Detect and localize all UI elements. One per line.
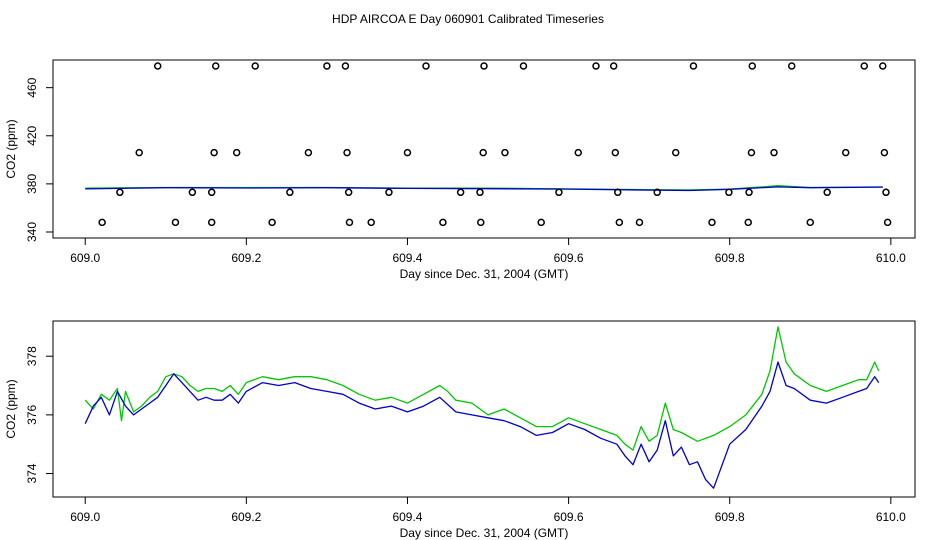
y-tick-label: 460 <box>25 77 39 97</box>
scatter-point <box>653 188 661 197</box>
y-tick-label: 378 <box>25 346 39 366</box>
scatter-point <box>748 62 757 70</box>
scatter-point <box>476 188 484 197</box>
x-tick-label: 609.8 <box>715 251 745 265</box>
green-series-line <box>84 326 880 451</box>
bottom-panel-line: 609.0 609.2 609.4 609.6 609.8 610.0 374 376 378 D… <box>4 320 916 540</box>
scatter-point <box>480 62 488 70</box>
x-tick-label: 609.0 <box>70 510 100 524</box>
x-tick-label: 609.2 <box>231 251 261 265</box>
scatter-point <box>501 148 509 157</box>
scatter-point <box>439 218 447 227</box>
scatter-point <box>207 218 216 227</box>
top-panel-scatter: 609.0 609.2 609.4 609.6 609.8 610.0 340 380 420 4… <box>4 59 916 281</box>
scatter-point <box>135 148 143 157</box>
scatter-point <box>671 148 680 157</box>
scatter-point <box>770 148 778 157</box>
scatter-point <box>251 62 259 70</box>
scatter-point <box>592 62 600 70</box>
y-tick-label: 340 <box>25 222 39 242</box>
x-tick-label: 610.0 <box>876 510 906 524</box>
scatter-point <box>323 62 331 70</box>
scatter-point <box>609 62 618 70</box>
scatter-point <box>116 188 124 197</box>
y-axis-label: CO2 (ppm) <box>4 379 18 438</box>
scatter-point <box>367 218 375 227</box>
scatter-point <box>574 148 583 157</box>
plot-frame <box>52 59 916 239</box>
scatter-point <box>880 148 889 157</box>
scatter-point <box>744 218 752 227</box>
blue-series-line <box>85 186 883 192</box>
scatter-point <box>479 148 487 157</box>
scatter-point <box>635 218 644 227</box>
x-tick-label: 609.0 <box>70 251 100 265</box>
scatter-point <box>787 62 796 70</box>
scatter-point <box>456 188 465 197</box>
scatter-point <box>211 62 220 70</box>
scatter-point <box>745 188 753 197</box>
scatter-point <box>403 148 412 157</box>
scatter-point <box>725 188 733 197</box>
scatter-point <box>689 62 698 70</box>
x-tick-label: 610.0 <box>876 251 906 265</box>
x-tick-label: 609.6 <box>554 510 584 524</box>
scatter-point <box>708 218 716 227</box>
scatter-point <box>537 218 545 227</box>
scatter-point <box>823 188 831 197</box>
scatter-point <box>841 148 850 157</box>
scatter-point <box>171 218 180 227</box>
y-tick-label: 374 <box>25 463 39 483</box>
scatter-point <box>860 62 868 70</box>
scatter-point <box>615 218 624 227</box>
scatter-point <box>210 148 218 157</box>
scatter-point <box>188 188 197 197</box>
x-axis-label: Day since Dec. 31, 2004 (GMT) <box>400 526 569 540</box>
scatter-point <box>207 188 216 197</box>
y-tick-label: 380 <box>25 174 39 194</box>
x-tick-label: 609.4 <box>392 510 422 524</box>
scatter-point <box>477 218 485 227</box>
blue-series-line <box>84 361 880 489</box>
x-tick-label: 609.8 <box>715 510 745 524</box>
scatter-point <box>153 62 162 70</box>
y-axis-label: CO2 (ppm) <box>4 119 18 178</box>
scatter-point <box>882 188 890 197</box>
y-tick-label: 420 <box>25 125 39 145</box>
scatter-point <box>268 218 276 227</box>
x-tick-label: 609.6 <box>554 251 584 265</box>
x-tick-label: 609.4 <box>392 251 422 265</box>
scatter-point <box>879 62 887 70</box>
scatter-point <box>611 148 620 157</box>
scatter-point <box>519 62 528 70</box>
scatter-point <box>286 188 294 197</box>
figure-title: HDP AIRCOA E Day 060901 Calibrated Times… <box>332 12 604 26</box>
scatter-point <box>341 62 350 70</box>
scatter-point <box>98 218 106 227</box>
scatter-point <box>747 148 756 157</box>
scatter-point <box>555 188 563 197</box>
scatter-point <box>345 218 354 227</box>
x-tick-label: 609.2 <box>231 510 261 524</box>
plot-frame <box>52 320 916 498</box>
scatter-point <box>883 218 892 227</box>
scatter-point <box>232 148 241 157</box>
y-tick-label: 376 <box>25 405 39 425</box>
x-axis-label: Day since Dec. 31, 2004 (GMT) <box>400 267 569 281</box>
scatter-point <box>385 188 393 197</box>
scatter-point <box>422 62 430 70</box>
scatter-point <box>343 148 351 157</box>
scatter-point <box>613 188 622 197</box>
scatter-point <box>806 218 815 227</box>
scatter-point <box>304 148 313 157</box>
scatter-point <box>344 188 353 197</box>
